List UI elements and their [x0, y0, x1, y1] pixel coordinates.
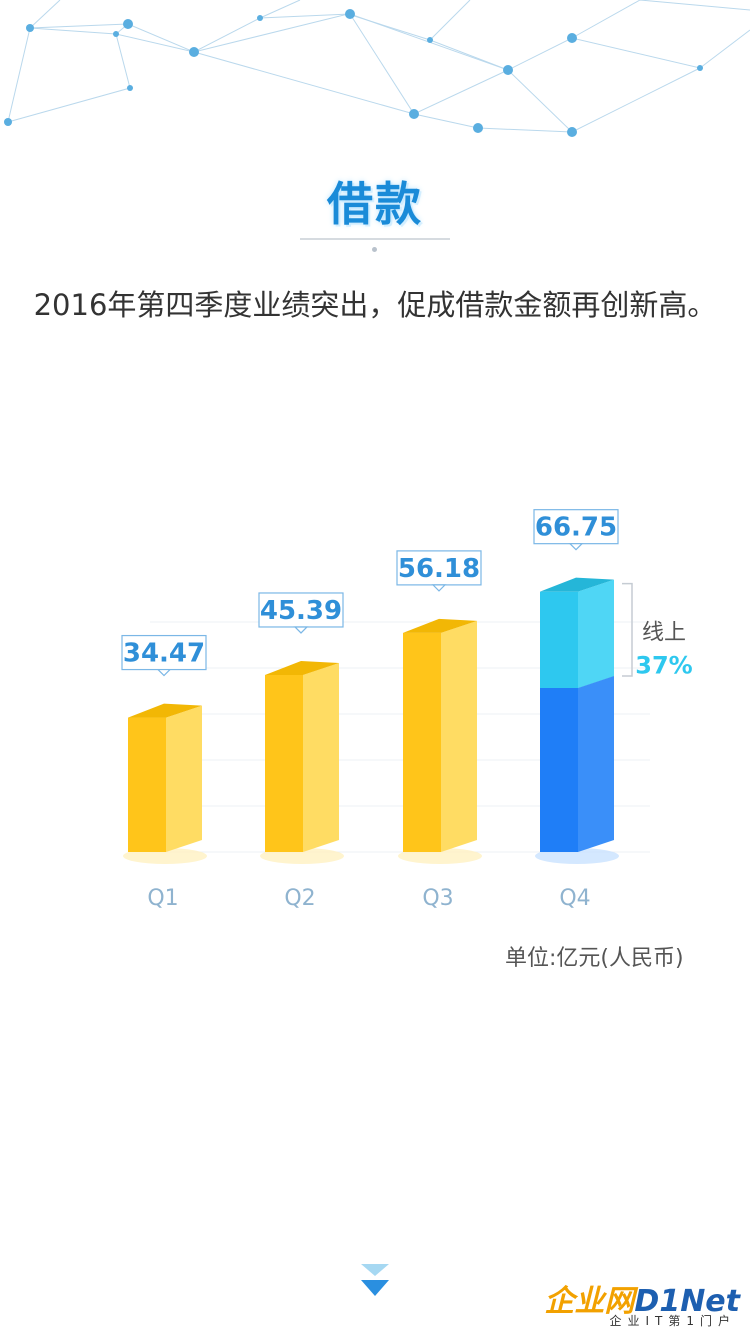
value-label-box	[396, 550, 482, 586]
bar-q4-offline-front	[540, 687, 578, 852]
value-label-box	[258, 592, 344, 628]
watermark-tagline: 企业IT第1门户	[609, 1314, 736, 1328]
title-divider-dot	[372, 247, 377, 252]
bar-q2-side	[303, 662, 339, 852]
page-subtitle: 2016年第四季度业绩突出，促成借款金额再创新高。	[33, 288, 717, 322]
bar-q1-side	[166, 705, 202, 852]
bar-q4-online-side	[578, 579, 614, 688]
bar-q2-top	[265, 660, 339, 675]
category-label: Q1	[147, 886, 178, 911]
watermark-logo: 企业网D1Net	[544, 1284, 740, 1319]
network-background-decoration	[4, 0, 750, 137]
title-divider	[300, 238, 450, 240]
value-label: 34.47	[123, 639, 205, 669]
value-label-pointer	[156, 668, 172, 677]
bar-q4-online-top	[540, 577, 614, 592]
value-label-pointer	[568, 543, 584, 551]
bar-q4-offline-side	[578, 675, 614, 852]
watermark: 企业网D1Net 企业IT第1门户	[544, 1276, 744, 1334]
category-label: Q3	[422, 886, 453, 911]
category-label: Q2	[284, 886, 315, 911]
value-label: 56.18	[398, 554, 480, 584]
bar-q3-top	[403, 618, 477, 633]
scroll-down-icon[interactable]	[359, 1262, 391, 1302]
page-title: 借款	[327, 177, 423, 231]
value-label: 66.75	[535, 513, 617, 543]
q4-online-percent: 37%	[635, 652, 692, 680]
q4-online-label: 线上	[642, 621, 686, 646]
category-label: Q4	[559, 886, 590, 911]
q4-online-bracket	[622, 582, 633, 677]
bar-q1-front	[128, 717, 166, 852]
value-label-pointer	[431, 584, 447, 592]
bar-q2-front	[265, 674, 303, 852]
bar-q3-front	[403, 632, 441, 852]
unit-label: 单位:亿元(人民币)	[505, 946, 684, 971]
value-label: 45.39	[260, 596, 342, 626]
bar-q4-online-front	[540, 591, 578, 688]
bar-q3-side	[441, 620, 477, 852]
value-label-pointer	[293, 626, 309, 634]
bar-chart: 34.47 Q1 45.39 Q2 56.18 Q3 线上 37% 66.75 Q4	[121, 509, 693, 911]
bar-q1-top	[128, 703, 202, 718]
